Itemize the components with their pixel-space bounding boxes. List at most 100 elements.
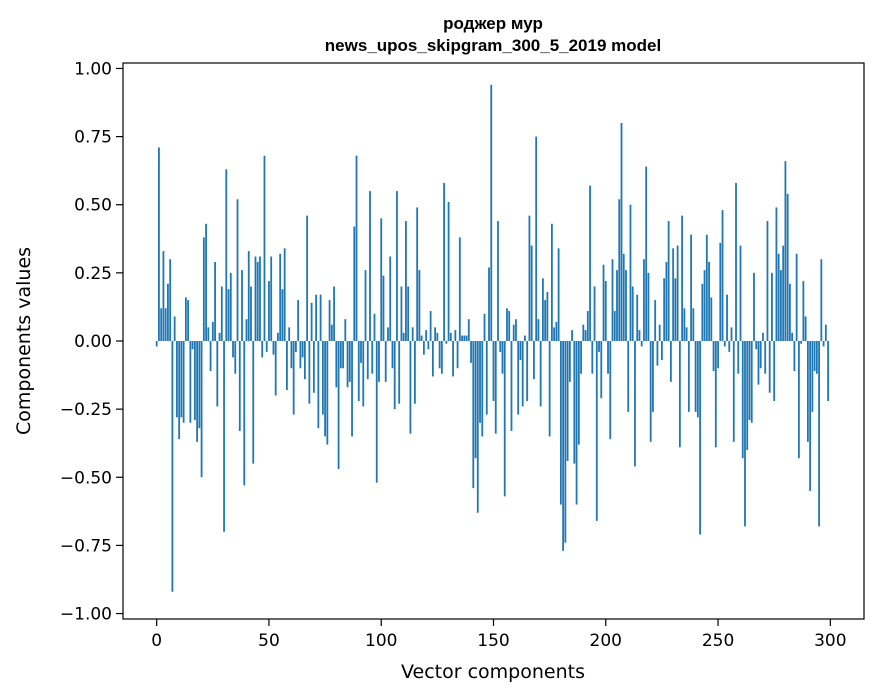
bar xyxy=(158,147,160,341)
bar xyxy=(755,341,758,350)
bar xyxy=(672,248,675,341)
bar xyxy=(243,341,246,486)
bar xyxy=(373,313,376,341)
bar xyxy=(616,270,618,341)
chart-title-line-2: news_upos_skipgram_300_5_2019 model xyxy=(325,36,661,55)
bar xyxy=(550,223,553,341)
bar xyxy=(665,261,668,341)
bar xyxy=(438,341,441,369)
bar xyxy=(542,278,544,341)
bar xyxy=(710,297,713,341)
bar xyxy=(566,341,569,461)
bar xyxy=(705,234,708,341)
bar xyxy=(303,341,306,380)
bar xyxy=(191,341,194,350)
bar xyxy=(524,335,526,341)
bar xyxy=(744,341,746,527)
bar xyxy=(328,300,331,341)
bar xyxy=(795,253,798,341)
bar xyxy=(766,221,769,341)
bar xyxy=(508,311,511,341)
bar xyxy=(299,341,302,369)
bar xyxy=(604,281,607,341)
bar xyxy=(818,341,820,527)
bar xyxy=(732,341,735,442)
bar xyxy=(494,341,497,434)
bar xyxy=(703,270,706,341)
bar xyxy=(656,341,659,366)
bar xyxy=(535,136,538,341)
y-tick-label: 0.50 xyxy=(74,196,112,216)
bar xyxy=(279,253,282,341)
bar xyxy=(310,302,313,341)
bar xyxy=(407,286,410,341)
bar xyxy=(315,294,318,341)
bar xyxy=(420,335,423,341)
bar xyxy=(326,341,329,445)
bar xyxy=(476,341,479,513)
bar xyxy=(187,300,190,341)
bar xyxy=(490,84,493,342)
bar xyxy=(539,341,542,407)
bar xyxy=(348,341,351,382)
bar xyxy=(649,341,652,442)
bar xyxy=(553,327,556,341)
bar xyxy=(308,341,311,404)
bar xyxy=(418,270,421,341)
bar xyxy=(669,341,672,382)
bar xyxy=(254,256,257,341)
bar xyxy=(647,272,650,341)
bar xyxy=(405,221,407,341)
bar xyxy=(809,341,812,491)
bar xyxy=(256,261,259,341)
x-tick-label: 300 xyxy=(814,631,846,651)
bar xyxy=(631,286,634,341)
bar xyxy=(676,245,679,341)
bar xyxy=(268,281,270,341)
bar xyxy=(712,341,715,371)
bar xyxy=(270,256,273,341)
bar xyxy=(530,245,533,341)
bar xyxy=(802,281,805,341)
bar xyxy=(757,341,760,385)
bar xyxy=(789,283,791,341)
x-tick-label: 100 xyxy=(365,631,397,651)
bar xyxy=(506,308,508,341)
bar xyxy=(229,272,232,341)
bar xyxy=(160,308,163,341)
bar xyxy=(526,341,529,401)
bar xyxy=(782,245,785,341)
bar xyxy=(196,341,198,442)
bar xyxy=(528,215,531,341)
bar xyxy=(748,341,751,421)
bar xyxy=(465,335,468,341)
bar xyxy=(510,341,513,431)
bar xyxy=(521,341,524,407)
chart-title-line-1: роджер мур xyxy=(443,14,543,33)
bar xyxy=(440,341,443,374)
bar xyxy=(658,324,661,341)
bar xyxy=(355,155,358,341)
y-tick-label: −0.75 xyxy=(60,536,112,556)
bar xyxy=(517,341,520,415)
bar xyxy=(337,341,340,470)
bar xyxy=(319,294,322,341)
bar xyxy=(533,341,535,380)
bar xyxy=(454,330,457,341)
bar xyxy=(730,327,733,341)
bar xyxy=(683,308,686,341)
bar xyxy=(723,341,726,347)
bar xyxy=(620,122,623,342)
bar xyxy=(777,253,780,341)
bar xyxy=(232,341,234,358)
bar xyxy=(638,330,641,341)
x-tick-label: 250 xyxy=(702,631,734,651)
bar xyxy=(342,341,344,369)
bar xyxy=(171,341,174,592)
bar xyxy=(600,341,603,399)
bar xyxy=(198,341,201,429)
y-tick-label: −0.50 xyxy=(60,468,112,488)
bar xyxy=(317,341,320,429)
bar xyxy=(667,221,670,341)
bar xyxy=(589,185,591,341)
